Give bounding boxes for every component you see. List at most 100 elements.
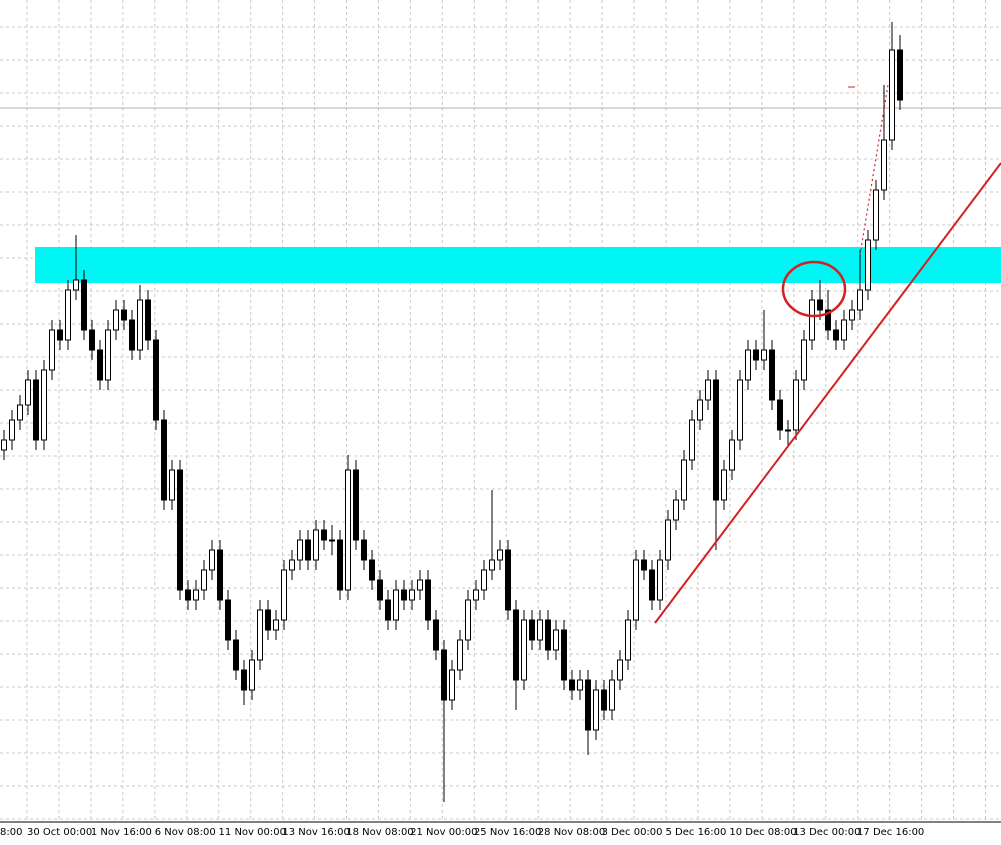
candle-body [49, 329, 55, 371]
candle-body [833, 329, 839, 341]
candle-body [689, 419, 695, 461]
candle-body [153, 339, 159, 421]
candle-body [481, 569, 487, 591]
x-tick-label: 17 Dec 16:00 [857, 827, 924, 838]
candle-body [513, 609, 519, 681]
candle-body [801, 339, 807, 381]
candle-body [793, 379, 799, 431]
candle-body [233, 639, 239, 671]
candle-body [665, 519, 671, 561]
candle-body [673, 499, 679, 521]
candle-body [225, 599, 231, 641]
candle-body [777, 399, 783, 431]
dotted-line [859, 84, 889, 256]
candle-body [25, 379, 31, 406]
candle-body [897, 49, 903, 101]
candle-body [545, 619, 551, 651]
candle-body [745, 349, 751, 381]
candles [1, 22, 903, 802]
candle-body [649, 569, 655, 601]
x-tick-label: 18 Nov 08:00 [346, 827, 413, 838]
candle-body [681, 459, 687, 501]
candle-body [841, 319, 847, 341]
candle-body [297, 539, 303, 561]
candle-body [193, 589, 199, 601]
candle-body [569, 679, 575, 691]
candle-body [497, 549, 503, 561]
candle-body [425, 579, 431, 621]
candle-body [209, 549, 215, 571]
candle-body [713, 379, 719, 501]
candle-body [121, 309, 127, 321]
candle-body [705, 379, 711, 401]
candle-body [617, 659, 623, 681]
x-tick-label: 10 Dec 08:00 [729, 827, 796, 838]
candle-body [273, 619, 279, 631]
candle-body [697, 399, 703, 421]
candle-body [561, 629, 567, 681]
candle-body [137, 299, 143, 351]
candle-body [849, 309, 855, 321]
resistance-zone [35, 247, 1001, 283]
candle-body [633, 559, 639, 621]
candle-body [577, 679, 583, 691]
x-tick-label: 3 Dec 00:00 [602, 827, 663, 838]
candle-body [817, 299, 823, 311]
candle-body [353, 469, 359, 541]
candle-body [89, 329, 95, 351]
candle-body [313, 529, 319, 561]
candle-body [657, 559, 663, 601]
candle-body [889, 49, 895, 141]
candle-body [489, 559, 495, 571]
candle-body [41, 369, 47, 441]
candle-body [761, 349, 767, 361]
x-tick-label: 30 Oct 00:00 [27, 827, 92, 838]
candle-body [185, 589, 191, 601]
candle-body [65, 289, 71, 341]
candle-body [625, 619, 631, 661]
candle-body [433, 619, 439, 651]
candle-body [473, 589, 479, 601]
candle-body [345, 469, 351, 591]
candle-body [249, 659, 255, 691]
candle-body [105, 329, 111, 381]
x-tick-label: 8:00 [0, 827, 22, 838]
candle-body [145, 299, 151, 341]
candle-body [257, 609, 263, 661]
candle-body [737, 379, 743, 441]
candle-body [873, 189, 879, 241]
candle-body [9, 419, 15, 441]
candle-body [241, 669, 247, 691]
x-tick-label: 5 Dec 16:00 [666, 827, 727, 838]
x-tick-label: 11 Nov 00:00 [219, 827, 286, 838]
candle-body [769, 349, 775, 401]
candle-body [641, 559, 647, 571]
trend-line [654, 162, 1001, 624]
candle-body [593, 689, 599, 731]
candle-body [321, 529, 327, 541]
candle-body [73, 279, 79, 291]
x-tick-label: 1 Nov 16:00 [91, 827, 152, 838]
x-tick-label: 28 Nov 08:00 [538, 827, 605, 838]
candle-body [1, 439, 7, 451]
candle-body [377, 579, 383, 601]
candle-body [729, 439, 735, 471]
highlight-circle [781, 260, 847, 318]
candle-body [585, 679, 591, 731]
candle-body [289, 559, 295, 571]
candle-body [177, 469, 183, 591]
x-tick-label: 13 Dec 00:00 [793, 827, 860, 838]
candle-body [281, 569, 287, 621]
x-tick-label: 13 Nov 16:00 [282, 827, 349, 838]
candle-body [305, 539, 311, 561]
candle-body [329, 539, 335, 542]
candle-body [81, 279, 87, 331]
candle-body [409, 589, 415, 601]
candle-body [809, 299, 815, 341]
candle-body [881, 139, 887, 191]
candle-body [441, 649, 447, 701]
candle-body [113, 309, 119, 331]
candle-body [217, 549, 223, 601]
candle-body [393, 589, 399, 621]
candle-body [57, 329, 63, 341]
